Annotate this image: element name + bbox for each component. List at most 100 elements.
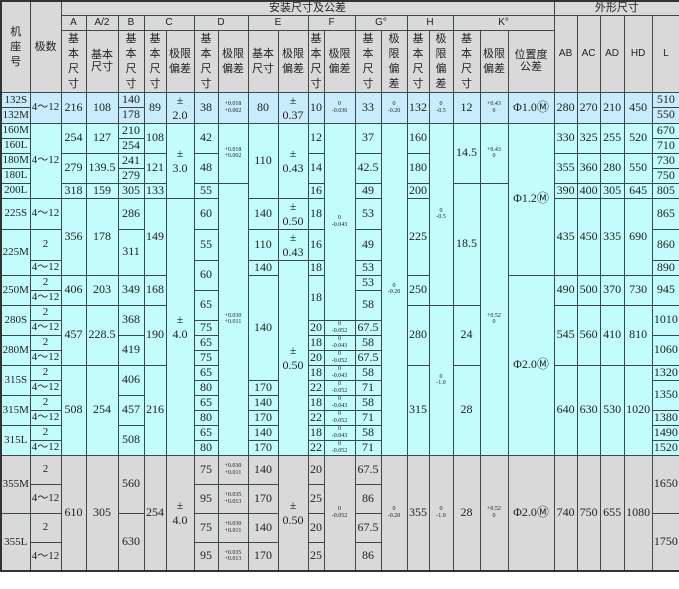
dimension-cell: Φ2.0Ⓜ [507,454,555,572]
dimension-cell: 170 [247,409,279,426]
header-outline-group: 外形尺寸 [553,0,679,16]
dimension-cell: 0 -1.0 [428,454,454,572]
dimension-cell: 80 [247,91,279,124]
dimension-cell: 1490 [651,424,679,441]
dimension-cell: 550 [623,152,653,184]
dimension-cell: ± 0.43 [277,228,309,261]
dimension-cell: 325 [576,122,601,154]
dimension-cell: 0 -0.052 [323,409,356,426]
dimension-cell: 0 -0.5 [428,122,454,306]
dimension-cell: 159 [85,182,119,199]
dimension-cell: 75 [193,349,219,366]
dimension-cell: 121 [143,152,167,184]
dimension-cell: 16 [307,228,325,261]
table-row: 280M 2 419 65 18 0 -0.043 58 1060 [0,334,679,366]
dimension-cell: 0 -0.20 [380,454,408,572]
dimension-cell: 49 [354,182,382,199]
dimension-cell: 1060 [651,334,679,366]
dimension-cell: 356 [60,197,87,276]
dimension-cell: 368 [117,304,145,336]
dimension-cell: 1650 [651,454,679,514]
dimension-cell: 86 [354,541,382,572]
dimension-cell: 630 [576,364,601,456]
dimension-cell: +0.030 +0.011 [217,182,249,456]
table-row: 4～12 80 170 22 0 -0.052 71 1380 [1,409,679,426]
poles-cell: 2 [29,334,62,351]
frame-no-cell: 180L [0,167,31,184]
dimension-cell: 0 -0.052 [323,319,356,336]
dimension-cell: ± 0.43 [277,122,309,199]
dimension-cell: 0 -0.20 [380,122,408,456]
dimension-cell: 640 [553,364,578,456]
dimension-cell: 545 [553,304,578,366]
dimension-cell: 18 [307,197,325,230]
dimension-cell: 250 [406,274,430,306]
header-k-basic: 基本尺寸 [452,29,481,93]
header-k: K° [452,14,555,31]
dimension-cell: 75 [193,319,219,336]
poles-cell: 4～12 [29,409,62,426]
dimension-cell: 1020 [623,364,653,456]
dimension-cell: 1010 [651,304,679,336]
header-hd: HD [623,14,653,93]
header-frame-no: 机座号 [0,0,31,93]
dimension-cell: 22 [307,379,325,396]
dimension-cell: +0.035 +0.013 [217,483,249,514]
dimension-cell: 450 [623,91,653,124]
dimension-cell: 58 [354,424,382,441]
dimension-cell: +0.43 0 [479,91,509,124]
dimension-cell: 390 [553,182,578,199]
dimension-cell: 75 [193,512,219,543]
table-row: 160L 254 710 [0,137,679,154]
header-d: D [193,14,249,31]
dimension-cell: 210 [117,122,145,139]
dimension-cell: 655 [599,454,625,572]
frame-no-cell: 225M [0,228,31,276]
dimension-cell: 170 [247,379,279,396]
dimension-cell: 140 [247,394,279,411]
dimension-cell: 216 [60,91,87,124]
header-f: F [307,14,356,31]
dimension-cell: ± 3.0 [165,122,195,199]
dimension-cell: 0 -0.036 [323,91,356,124]
dimension-cell: 14 [307,152,325,184]
dimension-cell: 42 [193,122,219,154]
dimension-cell: 0 -0.052 [323,349,356,366]
dimension-cell: 450 [576,197,601,276]
dimension-cell: 0 -0.052 [323,454,356,572]
dimension-cell: 1350 [651,379,679,411]
dimension-cell: +0.035 +0.013 [217,541,249,572]
dimension-cell: +0.018 +0.002 [217,122,249,184]
dimension-cell: 315 [406,364,430,456]
dimension-cell: 127 [85,122,119,154]
dimension-cell: 60 [193,197,219,230]
dimension-cell: 65 [193,394,219,411]
dimension-cell: 730 [623,274,653,306]
frame-no-cell: 315S [0,364,31,396]
dimension-cell: 254 [60,122,87,154]
dimension-cell: 560 [576,304,601,366]
table-row: 4～12 95 +0.035 +0.013 170 25 86 [1,541,679,572]
dimension-cell: 406 [60,274,87,306]
poles-cell: 4～12 [29,439,62,456]
dimension-cell: 280 [599,152,625,184]
dimension-cell: 1320 [651,364,679,381]
header-b: B [117,14,145,31]
dimension-cell: 0 -0.043 [323,122,356,321]
dimension-cell: 305 [599,182,625,199]
header-ab: AB [553,14,578,93]
dimension-cell: 18 [307,259,325,276]
dimension-cell: 435 [553,197,578,276]
header-d-basic: 基本尺寸 [193,29,219,93]
dimension-cell: 55 [193,228,219,261]
dimension-cell: 55 [193,182,219,199]
dimension-cell: 1750 [651,512,679,572]
dimension-cell: 170 [247,483,279,514]
dimension-cell: 140 [247,424,279,441]
header-a2: A/2 [85,14,119,31]
dimension-cell: 318 [60,182,87,199]
dimension-cell: 241 [117,152,145,169]
dimension-cell: 10 [307,91,325,124]
poles-cell: 4～12 [29,91,62,124]
dimension-cell: 110 [247,228,279,261]
